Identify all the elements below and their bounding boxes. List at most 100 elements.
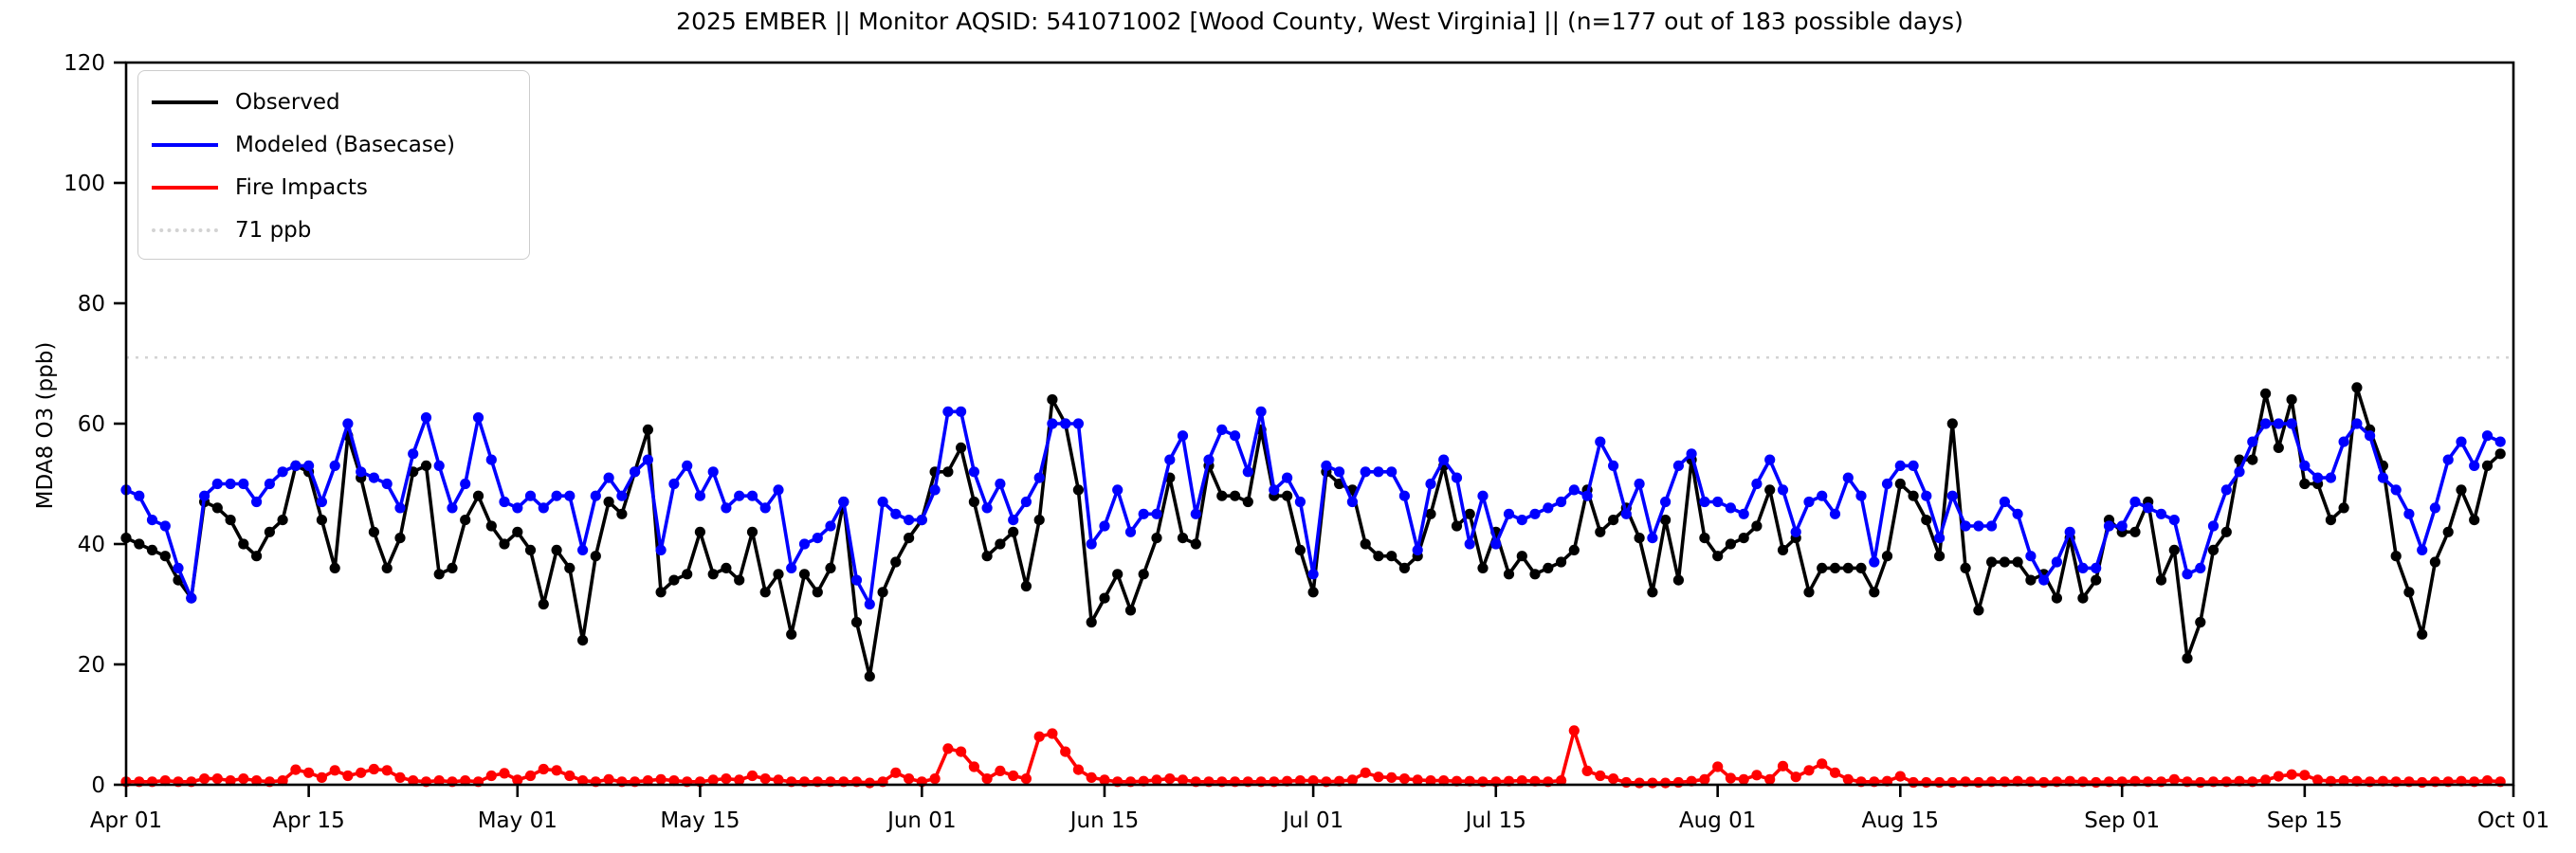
series-point [1282,490,1293,501]
series-point [942,743,954,754]
series-point [1242,496,1253,508]
series-point [251,551,263,562]
series-point [381,765,393,776]
series-point [1712,496,1724,508]
series-point [1986,520,1998,532]
series-point [2338,775,2349,787]
series-point [2038,776,2050,789]
series-point [2429,502,2440,514]
x-tick-label: Sep 15 [2267,808,2343,833]
series-point [1124,605,1137,616]
series-point [864,777,875,789]
series-point [1086,771,1097,784]
series-point [1634,777,1645,789]
series-point [1634,533,1645,544]
series-point [1672,460,1684,471]
series-point [420,460,432,471]
series-point [1842,562,1854,574]
series-point [1921,515,1932,526]
series-point [1373,551,1384,562]
series-point [1190,508,1201,519]
y-tick-label: 80 [78,292,105,317]
series-point [890,508,902,519]
series-point [1699,773,1710,785]
series-point [850,574,863,586]
series-point [329,562,340,574]
series-point [512,502,523,514]
series-point [2195,562,2206,574]
series-point [1282,472,1293,483]
series-point [1829,508,1841,519]
series-point [1934,551,1946,562]
series-point [1738,508,1749,519]
series-point [2403,508,2415,519]
series-point [1072,484,1084,496]
series-point [2390,551,2402,562]
series-point [2012,556,2023,568]
series-point [2273,418,2284,429]
series-point [134,538,145,550]
series-point [485,770,497,782]
series-point [1020,580,1032,592]
series-point [1151,508,1162,519]
series-point [968,466,979,478]
series-point [2442,526,2454,537]
series-point [2155,574,2167,586]
series-point [1960,562,1971,574]
series-point [1999,496,2010,508]
series-point [1346,496,1358,508]
series-point [1946,776,1958,789]
series-point [1099,592,1110,604]
series-point [2260,774,2272,786]
series-point [356,767,367,778]
series-point [642,424,654,435]
series-point [1647,587,1658,598]
series-point [1660,777,1672,789]
series-point [1817,490,1828,501]
series-point [1086,538,1097,550]
series-point [1725,772,1736,784]
series-point [1934,533,1946,544]
series-point [707,569,719,580]
series-point [134,490,145,501]
series-point [1855,562,1867,574]
series-point [538,502,549,514]
series-point [616,508,628,519]
series-point [1790,526,1801,537]
series-point [303,460,315,471]
series-point [2351,418,2363,429]
series-point [2220,484,2232,496]
modeled-line-swatch [152,142,218,147]
series-point [1112,484,1124,496]
series-point [2273,442,2284,453]
series-point [1033,731,1045,742]
series-point [1230,490,1241,501]
series-point [1516,551,1527,562]
series-point [890,556,902,568]
series-point [694,526,706,537]
series-point [1986,556,1998,568]
series-point [447,562,458,574]
series-point [1490,538,1502,550]
series-point [1216,490,1228,501]
series-point [1425,478,1436,490]
series-point [1386,466,1398,478]
series-point [642,775,654,787]
series-point [1842,472,1854,483]
series-point [1581,490,1593,501]
series-point [2481,430,2494,442]
series-point [1973,520,1984,532]
series-point [2129,526,2141,537]
series-point [1451,520,1463,532]
series-point [2025,551,2037,562]
series-point [2168,515,2180,526]
series-point [394,771,406,784]
series-point [211,478,223,490]
series-point [551,765,562,776]
x-tick-label: Jun 01 [886,808,957,833]
series-point [264,478,275,490]
series-point [668,478,680,490]
x-tick-label: Jul 01 [1281,808,1343,833]
